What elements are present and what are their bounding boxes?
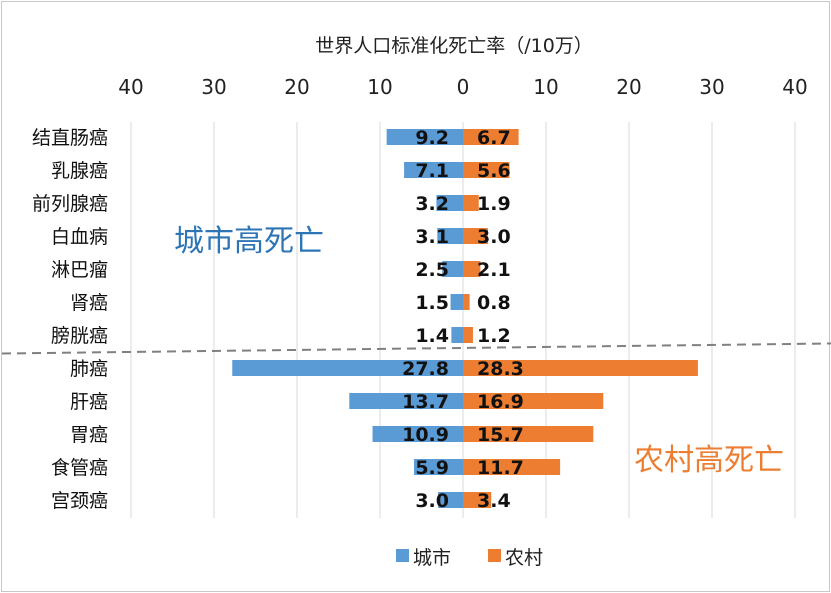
value-label-rural: 3.4 xyxy=(477,490,511,512)
divider-line xyxy=(2,342,831,355)
value-label-city: 13.7 xyxy=(402,391,449,413)
value-label-city: 10.9 xyxy=(402,424,449,446)
bar-city xyxy=(372,426,463,442)
category-label: 肺癌 xyxy=(70,358,108,380)
axis-tick-labels: 40 30 20 10 0 10 20 30 40 xyxy=(118,75,807,99)
annotation-city-high: 城市高死亡 xyxy=(174,224,324,259)
bar-city xyxy=(451,327,463,343)
legend: 城市 农村 xyxy=(396,547,543,569)
value-label-rural: 6.7 xyxy=(477,127,511,149)
bar-city xyxy=(450,294,463,310)
bar-rural xyxy=(463,195,479,211)
bar-rural xyxy=(463,360,698,376)
legend-label-city: 城市 xyxy=(413,547,451,569)
bar-rural xyxy=(463,327,473,343)
bar-rural xyxy=(463,294,470,310)
bar-rural xyxy=(463,393,604,409)
x-tick-label: 40 xyxy=(118,75,143,99)
bar-rural xyxy=(463,129,519,145)
chart-title: 世界人口标准化死亡率（/10万） xyxy=(315,35,593,57)
value-label-city: 2.5 xyxy=(415,259,449,281)
bar-city xyxy=(349,393,463,409)
value-label-rural: 5.6 xyxy=(477,160,511,182)
x-tick-label: 10 xyxy=(367,75,392,99)
bar-city xyxy=(436,195,463,211)
value-label-city: 5.9 xyxy=(415,457,449,479)
bar-rural xyxy=(463,492,492,508)
x-tick-label: 30 xyxy=(699,75,724,99)
x-tick-label: 10 xyxy=(533,75,558,99)
annotation-rural-high: 农村高死亡 xyxy=(634,443,784,478)
value-label-rural: 28.3 xyxy=(477,358,524,380)
value-label-rural: 1.9 xyxy=(477,193,511,215)
category-label: 白血病 xyxy=(51,226,108,248)
value-label-city: 3.2 xyxy=(415,193,449,215)
value-label-rural: 2.1 xyxy=(477,259,511,281)
value-label-rural: 15.7 xyxy=(477,424,524,446)
x-tick-label: 20 xyxy=(284,75,309,99)
category-label: 肾癌 xyxy=(70,292,108,314)
legend-swatch-city xyxy=(396,549,409,562)
category-label: 淋巴瘤 xyxy=(51,259,108,281)
bar-city xyxy=(414,459,463,475)
bars xyxy=(232,129,698,508)
category-label: 前列腺癌 xyxy=(32,193,108,215)
x-tick-label: 0 xyxy=(457,75,470,99)
bar-rural xyxy=(463,162,510,178)
value-label-city: 9.2 xyxy=(415,127,449,149)
x-tick-label: 40 xyxy=(782,75,807,99)
legend-swatch-rural xyxy=(488,549,501,562)
category-label: 食管癌 xyxy=(51,457,108,479)
category-label: 宫颈癌 xyxy=(51,490,108,512)
category-label: 乳腺癌 xyxy=(51,160,108,182)
legend-label-rural: 农村 xyxy=(505,547,543,569)
bar-city xyxy=(404,162,463,178)
category-label: 肝癌 xyxy=(70,391,108,413)
bar-rural xyxy=(463,426,594,442)
bar-city xyxy=(438,492,463,508)
bar-city xyxy=(442,261,463,277)
value-label-city: 1.5 xyxy=(415,292,449,314)
value-label-city: 27.8 xyxy=(402,358,449,380)
bar-rural xyxy=(463,261,481,277)
bar-city xyxy=(232,360,463,376)
category-label: 胃癌 xyxy=(70,424,108,446)
value-label-rural: 3.0 xyxy=(477,226,511,248)
value-labels: 9.2 6.7 7.1 5.6 3.2 1.9 3.1 3.0 2.5 2.1 1.5 0.8 1.4 1… xyxy=(402,127,524,512)
category-label: 结直肠癌 xyxy=(32,127,108,149)
value-label-rural: 1.2 xyxy=(477,325,511,347)
bar-city xyxy=(437,228,463,244)
value-label-rural: 0.8 xyxy=(477,292,511,314)
bar-rural xyxy=(463,228,488,244)
x-tick-label: 20 xyxy=(616,75,641,99)
x-tick-label: 30 xyxy=(201,75,226,99)
value-label-city: 3.1 xyxy=(415,226,449,248)
gridlines xyxy=(130,122,796,518)
bar-rural xyxy=(463,459,561,475)
value-label-city: 3.0 xyxy=(415,490,449,512)
bar-city xyxy=(386,129,463,145)
value-label-city: 7.1 xyxy=(415,160,449,182)
value-label-rural: 16.9 xyxy=(477,391,524,413)
value-label-rural: 11.7 xyxy=(477,457,524,479)
category-label: 膀胱癌 xyxy=(51,325,108,347)
value-label-city: 1.4 xyxy=(415,325,449,347)
